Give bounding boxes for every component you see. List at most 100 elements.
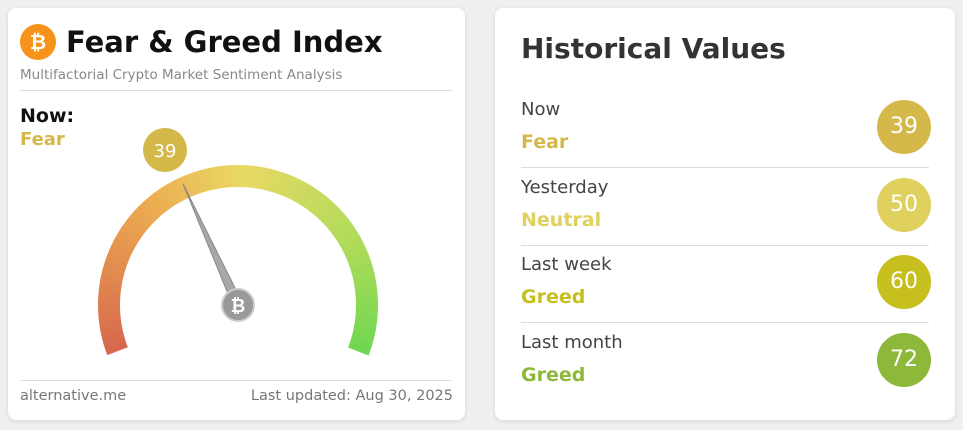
- gauge-arc: [343, 243, 367, 259]
- gauge-arc: [109, 242, 133, 259]
- gauge: ₿ 39: [98, 128, 378, 356]
- subtitle: Multifactorial Crypto Market Sentiment A…: [20, 67, 343, 83]
- value-badge: [143, 128, 187, 172]
- row-classification: Greed: [521, 363, 586, 386]
- svg-text:₿: ₿: [30, 30, 46, 54]
- gauge-arc: [122, 219, 145, 239]
- gauge-arc: [217, 165, 227, 189]
- gauge-arc: [307, 191, 327, 214]
- gauge-arc: [353, 275, 377, 286]
- row-label: Last month: [521, 331, 623, 353]
- row-badge: 72: [877, 332, 931, 387]
- row-badge: 50: [877, 177, 931, 232]
- value-badge-text: 39: [154, 141, 177, 162]
- gauge-arc: [297, 184, 316, 207]
- gauge-arc: [350, 262, 374, 275]
- needle-hub: [221, 288, 255, 322]
- index-card: ₿ Fear & Greed Index Multifactorial Cryp…: [8, 8, 465, 420]
- gauge-arc: [354, 281, 378, 292]
- gauge-arc: [282, 175, 298, 199]
- gauge-arc: [204, 167, 216, 191]
- gauge-arc: [104, 255, 128, 269]
- gauge-arc: [102, 261, 126, 275]
- gauge-arc: [197, 169, 211, 192]
- gauge-arc: [99, 319, 122, 330]
- gauge-arc: [351, 268, 375, 281]
- gauge-arc: [328, 214, 350, 234]
- gauge-arc: [98, 313, 121, 323]
- gauge-arc: [155, 187, 174, 210]
- gauge-arc: [211, 166, 222, 190]
- gauge-arc: [102, 336, 126, 349]
- gauge-arc: [172, 177, 189, 201]
- footer-source: alternative.me: [20, 388, 127, 404]
- gauge-arc: [341, 237, 364, 254]
- row-divider: [521, 167, 929, 168]
- row-divider: [521, 244, 929, 246]
- gauge-arc: [145, 195, 165, 217]
- row-label: Now: [521, 99, 561, 120]
- row-label: Last week: [521, 254, 612, 275]
- gauge-arc: [331, 220, 354, 239]
- gauge-arc: [101, 268, 125, 280]
- gauge-arc: [185, 172, 200, 196]
- row-badge: 39: [877, 100, 931, 154]
- gauge-arc: [292, 181, 310, 204]
- row-classification: Neutral: [521, 208, 602, 231]
- gauge-arc: [355, 313, 378, 323]
- footer-updated: Last updated: Aug 30, 2025: [250, 388, 453, 404]
- gauge-arc: [126, 214, 148, 234]
- gauge-arc: [135, 204, 156, 225]
- hub-logo: ₿: [231, 296, 246, 317]
- gauge-arc: [349, 336, 373, 350]
- gauge-arc: [115, 231, 138, 248]
- gauge-arc: [353, 325, 376, 337]
- gauge-arc: [338, 231, 361, 249]
- row-classification: Fear: [521, 131, 569, 153]
- row-divider: [521, 322, 929, 323]
- gauge-arc: [98, 288, 121, 297]
- gauge-arc: [316, 200, 337, 221]
- gauge-arc: [277, 172, 292, 196]
- gauge-arc: [346, 249, 370, 264]
- gauge-arc: [287, 178, 304, 201]
- gauge-arc: [130, 209, 152, 230]
- gauge-arc: [355, 288, 378, 298]
- gauge-arc: [101, 330, 125, 343]
- gauge-arc: [354, 319, 377, 330]
- gauge-arc: [351, 330, 375, 343]
- bitcoin-logo: ₿: [20, 24, 56, 60]
- history-title: Historical Values: [521, 32, 786, 65]
- gauge-arc: [98, 281, 122, 292]
- row-classification: Greed: [521, 286, 586, 308]
- gauge-arc: [150, 191, 169, 214]
- gauge-arc: [320, 204, 341, 226]
- gauge-arc: [311, 195, 332, 218]
- now-label: Now:: [20, 105, 75, 127]
- gauge-arc: [191, 170, 205, 194]
- gauge-arc: [348, 341, 371, 356]
- gauge-arc: [106, 249, 130, 264]
- gauge-arc: [255, 166, 266, 190]
- gauge-arc: [104, 341, 128, 356]
- gauge-arc: [249, 165, 259, 189]
- gauge-arc: [302, 187, 321, 210]
- gauge-arc: [118, 225, 141, 244]
- gauge-arc: [260, 167, 272, 191]
- divider: [20, 380, 452, 381]
- row-badge: 60: [877, 255, 931, 309]
- gauge-arc: [324, 209, 346, 230]
- gauge-arc: [161, 184, 179, 207]
- history-card: Historical Values Now Fear 39 Yesterday Neut…: [495, 8, 955, 420]
- title: Fear & Greed Index: [66, 25, 383, 59]
- gauge-arc: [140, 200, 160, 221]
- gauge-arc: [335, 225, 358, 244]
- gauge-arc: [166, 180, 184, 204]
- now-classification: Fear: [20, 129, 65, 150]
- gauge-arc: [271, 170, 285, 194]
- row-label: Yesterday: [521, 176, 609, 198]
- gauge-arc: [266, 169, 279, 193]
- divider: [20, 90, 452, 91]
- gauge-arc: [99, 274, 123, 286]
